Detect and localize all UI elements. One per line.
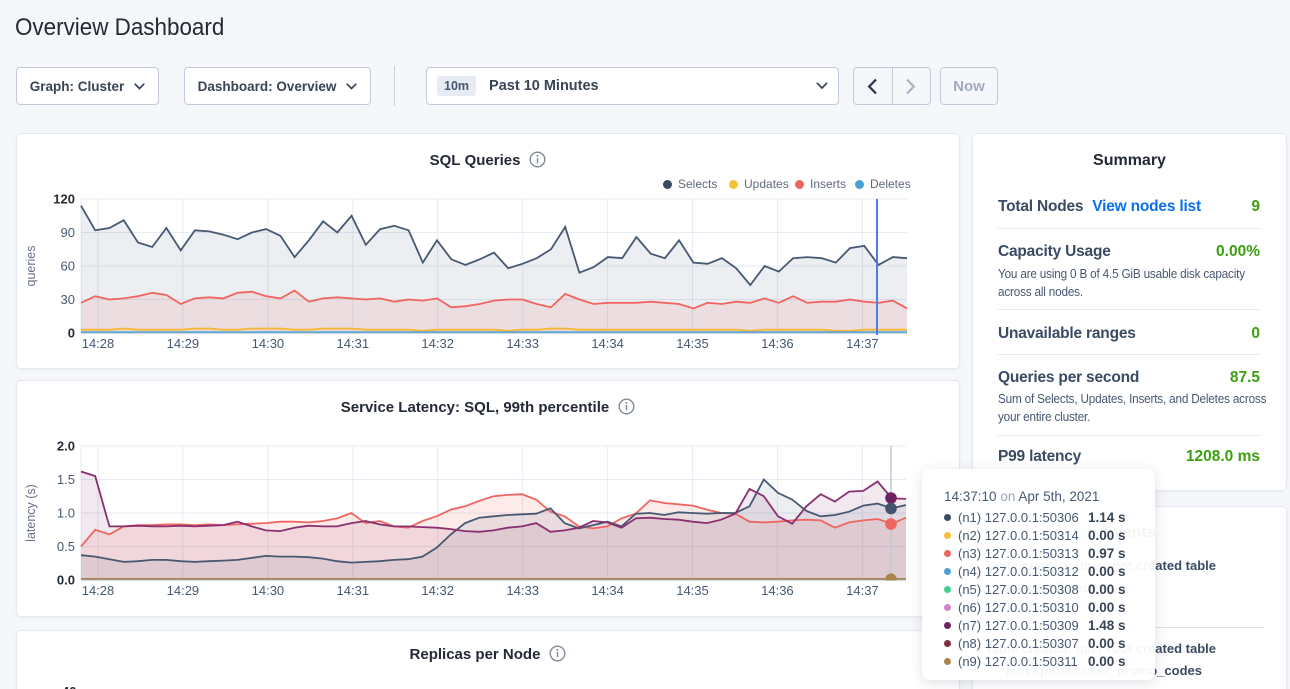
svg-text:14:36: 14:36 bbox=[761, 583, 794, 598]
svg-text:14:28: 14:28 bbox=[82, 336, 115, 351]
svg-text:14:33: 14:33 bbox=[506, 583, 539, 598]
svg-text:14:33: 14:33 bbox=[506, 336, 539, 351]
svg-text:30: 30 bbox=[61, 292, 75, 307]
svg-text:14:34: 14:34 bbox=[591, 336, 624, 351]
svg-text:0.0: 0.0 bbox=[57, 573, 75, 588]
svg-text:0.5: 0.5 bbox=[57, 539, 75, 554]
svg-text:14:36: 14:36 bbox=[761, 336, 794, 351]
svg-text:90: 90 bbox=[61, 225, 75, 240]
svg-text:14:32: 14:32 bbox=[421, 336, 454, 351]
svg-text:latency (s): latency (s) bbox=[24, 484, 38, 542]
svg-text:14:28: 14:28 bbox=[82, 583, 115, 598]
svg-text:14:31: 14:31 bbox=[337, 583, 370, 598]
svg-text:14:31: 14:31 bbox=[337, 336, 370, 351]
svg-text:14:37: 14:37 bbox=[846, 336, 879, 351]
svg-text:14:35: 14:35 bbox=[676, 336, 709, 351]
svg-text:14:30: 14:30 bbox=[252, 336, 285, 351]
svg-text:14:35: 14:35 bbox=[676, 583, 709, 598]
svg-text:0: 0 bbox=[68, 326, 75, 341]
svg-text:14:29: 14:29 bbox=[167, 583, 200, 598]
svg-text:14:32: 14:32 bbox=[421, 583, 454, 598]
svg-text:60: 60 bbox=[61, 259, 75, 274]
svg-text:1.0: 1.0 bbox=[57, 506, 75, 521]
svg-text:2.0: 2.0 bbox=[57, 439, 75, 454]
svg-text:1.5: 1.5 bbox=[57, 472, 75, 487]
svg-text:queries: queries bbox=[24, 246, 38, 287]
svg-text:14:37: 14:37 bbox=[846, 583, 879, 598]
svg-text:14:34: 14:34 bbox=[591, 583, 624, 598]
svg-text:14:29: 14:29 bbox=[167, 336, 200, 351]
svg-text:120: 120 bbox=[53, 192, 75, 207]
svg-text:14:30: 14:30 bbox=[252, 583, 285, 598]
